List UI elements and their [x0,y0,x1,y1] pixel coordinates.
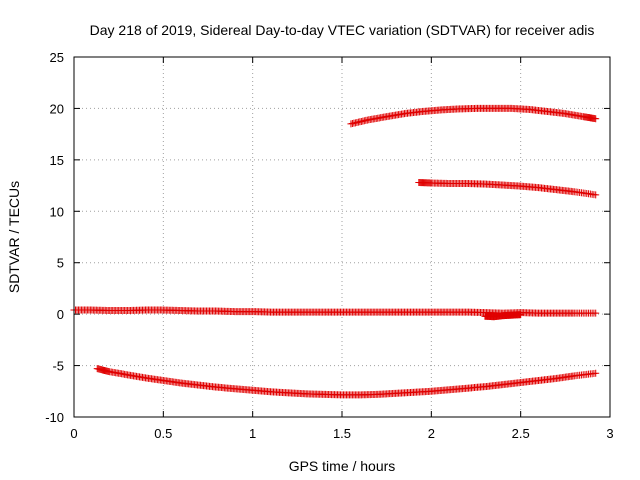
y-tick-label: 20 [50,101,64,116]
series-track-1 [347,104,600,128]
y-tick-label: 10 [50,204,64,219]
data-point [517,311,525,319]
y-axis-label: SDTVAR / TECUs [6,181,22,293]
y-tick-label: -5 [52,359,64,374]
x-tick-label: 1.5 [333,426,351,441]
x-tick-label: 2.5 [512,426,530,441]
series-track-2 [415,178,600,199]
x-tick-label: 0.5 [154,426,172,441]
y-tick-label: 0 [57,307,64,322]
data-marks [70,104,600,399]
data-point [592,115,600,123]
x-tick-label: 0 [70,426,77,441]
y-tick-label: -10 [45,410,64,425]
data-point [592,309,600,317]
tick-labels: 0 0.5 1 1.5 2 2.5 3 -10 -5 0 5 10 15 20 25 [45,50,613,441]
y-tick-label: 25 [50,50,64,65]
x-tick-label: 3 [606,426,613,441]
y-tick-label: 5 [57,256,64,271]
x-tick-label: 1 [249,426,256,441]
chart-title: Day 218 of 2019, Sidereal Day-to-day VTE… [90,22,595,38]
data-point [592,369,600,377]
x-tick-label: 2 [428,426,435,441]
data-point [592,191,600,199]
y-tick-label: 15 [50,153,64,168]
series-track-5 [93,365,600,399]
x-axis-label: GPS time / hours [289,458,396,474]
axis-ticks [73,56,611,418]
series-track-4 [481,311,525,321]
